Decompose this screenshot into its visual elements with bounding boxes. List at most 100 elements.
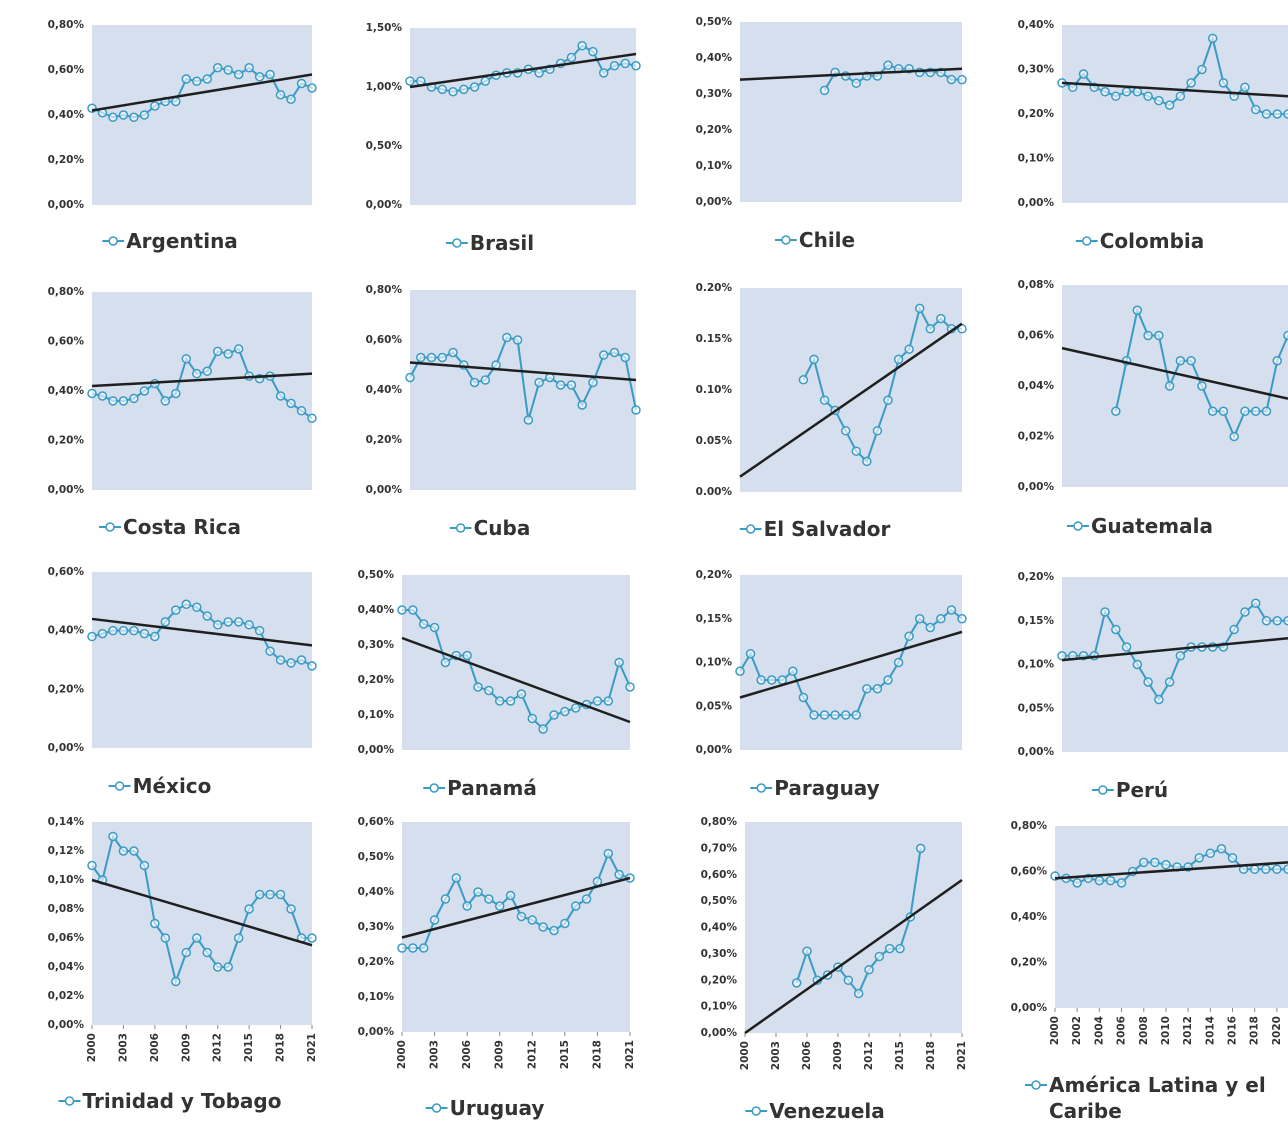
data-point bbox=[87, 388, 97, 399]
y-tick-label: 0,10% bbox=[1018, 153, 1055, 165]
data-point bbox=[296, 655, 307, 665]
x-tick-label: 2003 bbox=[429, 1040, 441, 1069]
data-point bbox=[1121, 87, 1132, 97]
panel: 0,00% 0,20% 0,40% 0,60% 0,80% bbox=[366, 284, 641, 496]
data-point bbox=[1139, 857, 1149, 868]
y-tick-label: 0,00% bbox=[366, 484, 403, 496]
data-point bbox=[1078, 69, 1089, 79]
data-line bbox=[91, 834, 312, 985]
data-point bbox=[1143, 91, 1153, 101]
data-point bbox=[462, 650, 472, 661]
data-point bbox=[1261, 616, 1272, 626]
y-tick-label: 0,04% bbox=[1018, 380, 1055, 392]
legend-icon bbox=[1025, 1080, 1047, 1090]
data-point bbox=[437, 84, 448, 95]
x-tick-label: 2000 bbox=[396, 1040, 408, 1069]
data-point bbox=[516, 911, 527, 922]
legend-label: Chile bbox=[798, 228, 856, 252]
data-point bbox=[139, 110, 150, 120]
data-point bbox=[1164, 677, 1175, 687]
data-point bbox=[549, 710, 559, 720]
data-line bbox=[1061, 34, 1288, 115]
data-point bbox=[1175, 651, 1186, 661]
legend: El Salvador bbox=[739, 516, 890, 542]
data-point bbox=[408, 605, 418, 615]
data-point bbox=[1057, 651, 1067, 661]
y-tick-label: 0,30% bbox=[358, 921, 395, 933]
legend-marker bbox=[452, 238, 462, 248]
data-point bbox=[1272, 864, 1282, 874]
x-tick-label: 2009 bbox=[180, 1033, 192, 1062]
data-point bbox=[1205, 848, 1216, 859]
y-tick-label: 0,20% bbox=[48, 154, 85, 166]
y-tick-label: 0,70% bbox=[701, 842, 738, 854]
data-point bbox=[462, 901, 472, 911]
x-tick-label: 2009 bbox=[494, 1040, 506, 1069]
y-tick-label: 0,10% bbox=[48, 874, 85, 886]
data-point bbox=[851, 78, 862, 88]
x-tick-label: 2012 bbox=[526, 1040, 538, 1069]
data-point bbox=[286, 398, 296, 409]
x-tick-label: 2003 bbox=[770, 1041, 782, 1070]
y-tick-label: 0,00% bbox=[701, 1027, 738, 1039]
plot-area bbox=[92, 25, 312, 205]
data-point bbox=[925, 622, 936, 633]
data-point bbox=[904, 344, 914, 354]
y-tick-label: 0,00% bbox=[366, 199, 403, 211]
legend-marker bbox=[108, 236, 118, 246]
y-tick-label: 0,00% bbox=[696, 196, 733, 208]
y-tick-label: 0,40% bbox=[48, 625, 85, 637]
trend-line bbox=[1054, 861, 1288, 880]
panel: 0,00% 0,05% 0,10% 0,15% 0,20% bbox=[696, 569, 967, 756]
x-tick-label: 2020 bbox=[1271, 1016, 1283, 1045]
data-point bbox=[244, 63, 254, 73]
data-point bbox=[129, 625, 139, 636]
legend-label: México bbox=[132, 774, 212, 798]
data-point bbox=[895, 943, 905, 954]
data-point bbox=[915, 843, 926, 854]
plot-area bbox=[1062, 285, 1288, 487]
data-point bbox=[538, 724, 548, 734]
x-tick-label: 2018 bbox=[925, 1041, 937, 1070]
data-point bbox=[566, 380, 577, 390]
data-point bbox=[560, 706, 570, 717]
data-point bbox=[625, 682, 635, 692]
y-tick-label: 0,20% bbox=[1018, 108, 1055, 120]
data-point bbox=[534, 377, 544, 388]
data-point bbox=[791, 978, 802, 988]
y-tick-label: 0,30% bbox=[696, 88, 733, 100]
data-point bbox=[108, 625, 118, 636]
plot-area bbox=[740, 22, 962, 202]
data-point bbox=[788, 666, 798, 676]
data-point bbox=[862, 684, 872, 694]
x-tick-label: 2004 bbox=[1093, 1016, 1105, 1045]
data-point bbox=[560, 918, 570, 929]
data-point bbox=[1164, 100, 1175, 110]
data-point bbox=[1250, 598, 1261, 608]
plot-area bbox=[92, 572, 312, 748]
panel: 0,00% 0,20% 0,40% 0,60% 0,80% bbox=[48, 19, 317, 211]
x-tick-label: 2018 bbox=[1249, 1016, 1261, 1045]
data-point bbox=[802, 946, 812, 956]
data-point bbox=[171, 388, 181, 399]
data-point bbox=[97, 628, 108, 639]
data-point bbox=[1194, 853, 1204, 863]
data-point bbox=[1154, 330, 1164, 341]
data-point bbox=[192, 76, 202, 86]
data-point bbox=[473, 682, 483, 692]
data-point bbox=[192, 602, 202, 612]
data-point bbox=[418, 943, 429, 953]
x-tick-label: 2021 bbox=[306, 1033, 318, 1062]
data-point bbox=[150, 918, 160, 929]
legend-icon bbox=[58, 1096, 81, 1106]
data-point bbox=[265, 889, 275, 900]
data-point bbox=[244, 620, 254, 630]
data-point bbox=[614, 869, 624, 880]
data-point bbox=[97, 391, 108, 401]
y-tick-label: 0,00% bbox=[1018, 481, 1055, 493]
data-line bbox=[1054, 847, 1288, 884]
data-point bbox=[505, 696, 516, 706]
data-point bbox=[570, 901, 581, 911]
legend-label: Panamá bbox=[447, 776, 537, 800]
data-point bbox=[1249, 864, 1260, 874]
